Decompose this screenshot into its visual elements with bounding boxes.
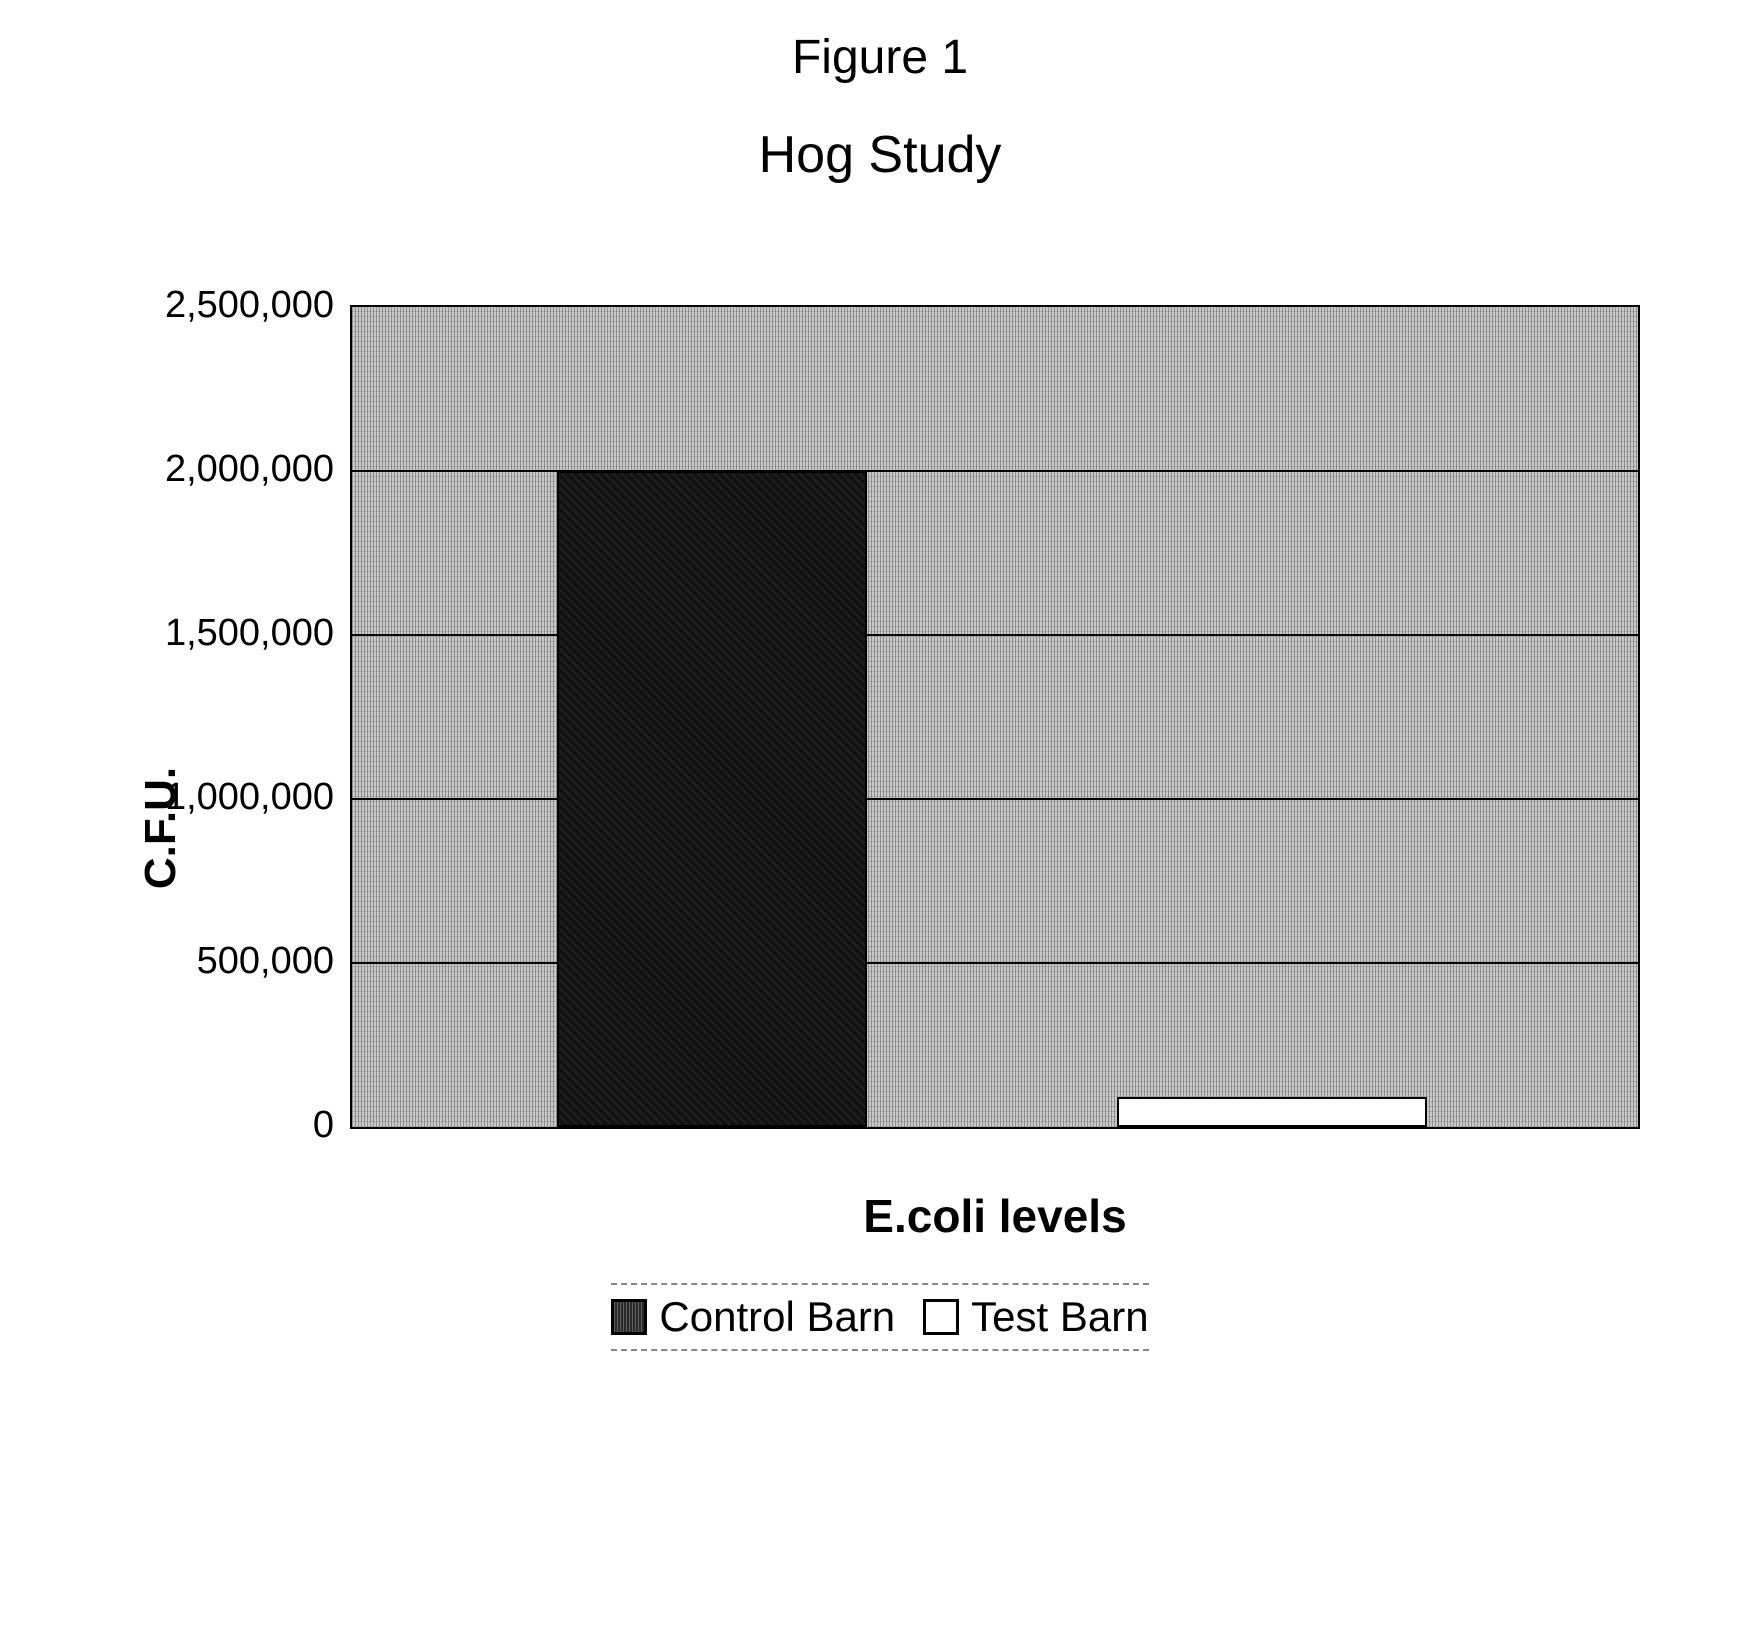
plot-row: 2,500,0002,000,0001,500,0001,000,000500,… bbox=[120, 305, 1640, 1129]
grid-line bbox=[352, 798, 1638, 800]
grid-line bbox=[352, 634, 1638, 636]
grid-line bbox=[352, 470, 1638, 472]
plot-area bbox=[350, 305, 1640, 1129]
legend-item: Test Barn bbox=[923, 1293, 1148, 1341]
legend-item: Control Barn bbox=[611, 1293, 895, 1341]
figure-title: Hog Study bbox=[0, 125, 1760, 185]
figure-page: Figure 1 Hog Study C.F.U. 2,500,0002,000… bbox=[0, 0, 1760, 1648]
bar-test-barn bbox=[1117, 1097, 1427, 1127]
chart: C.F.U. 2,500,0002,000,0001,500,0001,000,… bbox=[120, 305, 1640, 1351]
legend-swatch bbox=[611, 1299, 647, 1335]
legend-label: Control Barn bbox=[659, 1293, 895, 1341]
figure-label: Figure 1 bbox=[0, 30, 1760, 85]
x-axis-label: E.coli levels bbox=[350, 1189, 1640, 1243]
bar-control-barn bbox=[557, 471, 867, 1127]
y-ticks: 2,500,0002,000,0001,500,0001,000,000500,… bbox=[120, 305, 350, 1125]
legend-swatch bbox=[923, 1299, 959, 1335]
legend: Control Barn Test Barn bbox=[611, 1283, 1148, 1351]
legend-label: Test Barn bbox=[971, 1293, 1148, 1341]
grid-line bbox=[352, 962, 1638, 964]
